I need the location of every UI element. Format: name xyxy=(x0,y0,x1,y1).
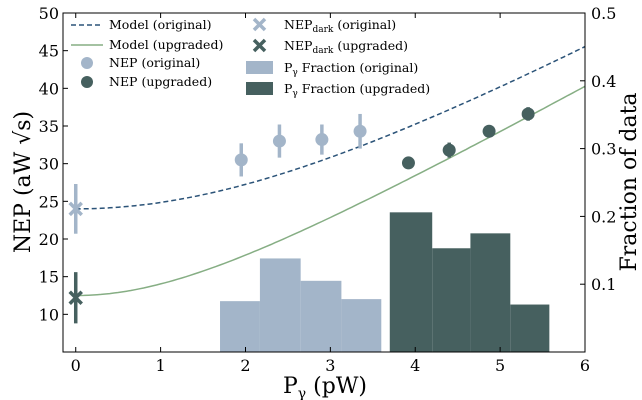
legend-swatch-nep-upgraded xyxy=(81,76,93,88)
y2-tick-label-2: 0.3 xyxy=(591,140,616,159)
x-tick-label-1: 1 xyxy=(156,356,166,375)
legend-nepdark-original-rest: (original) xyxy=(333,17,396,32)
x-tick-label-6: 6 xyxy=(580,356,590,375)
legend-label-frac-original: Pγ Fraction (original) xyxy=(284,60,418,78)
legend-swatch-frac-original xyxy=(246,61,273,74)
y-tick-label-2: 20 xyxy=(39,230,59,249)
nep-upgraded-point-2 xyxy=(482,124,496,138)
y2-tick-label-1: 0.2 xyxy=(591,207,616,226)
legend-swatch-nepdark-upgraded xyxy=(252,38,267,53)
legend-frac-upgraded-main: P xyxy=(284,81,292,96)
legend-label-nep-upgraded: NEP (upgraded) xyxy=(109,74,212,89)
x-tick-label-2: 2 xyxy=(240,356,250,375)
legend-frac-original-rest: Fraction (original) xyxy=(298,60,418,75)
legend-frac-upgraded-sub: γ xyxy=(292,89,297,99)
hist-original-bar-1 xyxy=(259,258,301,352)
hist-original-bar-2 xyxy=(300,280,342,352)
hist-upgraded-bar-1 xyxy=(432,248,471,352)
legend-label-nepdark-upgraded: NEPdark (upgraded) xyxy=(284,38,408,56)
nep-original-point-2 xyxy=(315,133,329,147)
y-tick-label-0: 10 xyxy=(39,305,59,324)
y2-tick-label-4: 0.5 xyxy=(591,4,616,23)
legend-nepdark-original-main: NEP xyxy=(284,17,312,32)
legend-nepdark-upgraded-main: NEP xyxy=(284,38,312,53)
legend-frac-original-sub: γ xyxy=(292,68,297,78)
legend-label-model-original: Model (original) xyxy=(109,17,211,32)
legend-label-nepdark-original: NEPdark (original) xyxy=(284,17,396,35)
nep-original-point-1 xyxy=(272,134,286,148)
nep-upgraded-point-3 xyxy=(521,107,535,121)
x-axis-label-sub: γ xyxy=(298,386,306,400)
x-axis-label: Pγ (pW) xyxy=(283,374,367,400)
x-tick-label-3: 3 xyxy=(325,356,335,375)
legend-label-model-upgraded: Model (upgraded) xyxy=(109,37,223,52)
hist-upgraded-bar-0 xyxy=(389,212,433,352)
nep-original-point-0 xyxy=(234,153,248,167)
x-tick-label-0: 0 xyxy=(71,356,81,375)
legend-nepdark-upgraded-sub: dark xyxy=(312,46,333,56)
y2-tick-label-0: 0.1 xyxy=(591,275,616,294)
y-tick-label-6: 40 xyxy=(39,79,59,98)
y-axis-label: NEP (aW √s) xyxy=(11,111,36,253)
hist-upgraded-bar-3 xyxy=(510,304,550,352)
nep-upgraded-point-1 xyxy=(442,143,456,157)
legend-swatch-nep-original xyxy=(81,57,93,69)
nep-original-point-3 xyxy=(353,124,367,138)
legend-frac-upgraded-rest: Fraction (upgraded) xyxy=(298,81,430,96)
legend-nepdark-upgraded-rest: (upgraded) xyxy=(333,38,408,53)
legend-swatch-nepdark-original xyxy=(252,17,267,32)
y-tick-label-1: 15 xyxy=(39,268,59,287)
y2-axis-label: Fraction of data xyxy=(617,92,642,271)
plot-area xyxy=(68,45,586,352)
legend-label-frac-upgraded: Pγ Fraction (upgraded) xyxy=(284,81,430,99)
hist-original-bar-0 xyxy=(220,301,260,352)
y-tick-label-3: 25 xyxy=(39,192,59,211)
hist-original-bar-3 xyxy=(341,299,382,352)
y-tick-label-7: 45 xyxy=(39,42,59,61)
nepdark-original-marker xyxy=(68,201,83,217)
x-axis-label-unit: (pW) xyxy=(306,374,367,399)
nepdark-upgraded-marker xyxy=(68,290,83,305)
y-tick-label-8: 50 xyxy=(39,4,59,23)
x-tick-label-5: 5 xyxy=(495,356,505,375)
y-tick-label-4: 30 xyxy=(39,155,59,174)
y2-tick-label-3: 0.4 xyxy=(591,72,616,91)
hist-upgraded-bar-2 xyxy=(470,233,511,352)
y-tick-label-5: 35 xyxy=(39,117,59,136)
legend: Model (original) Model (upgraded) NEP (o… xyxy=(71,17,430,99)
x-axis-label-main: P xyxy=(283,374,298,399)
model-upgraded-line xyxy=(75,85,586,297)
legend-label-nep-original: NEP (original) xyxy=(109,55,200,70)
legend-nepdark-original-sub: dark xyxy=(312,25,333,35)
plot-frame xyxy=(62,12,586,353)
legend-swatch-frac-upgraded xyxy=(246,82,273,95)
legend-frac-original-main: P xyxy=(284,60,292,75)
nep-upgraded-point-0 xyxy=(401,156,415,170)
x-tick-label-4: 4 xyxy=(410,356,420,375)
